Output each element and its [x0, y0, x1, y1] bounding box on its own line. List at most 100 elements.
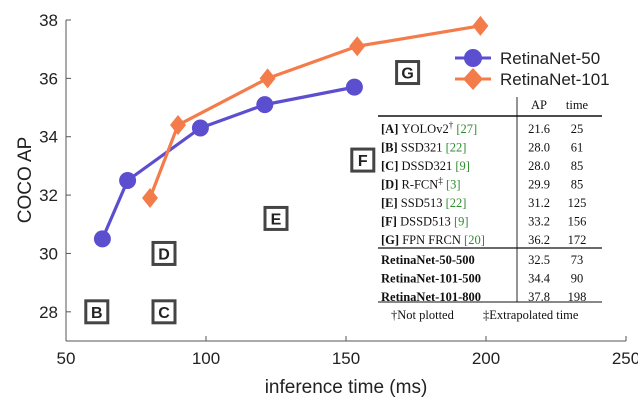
table-row-name: SSD513: [401, 196, 443, 210]
table-header-time: time: [566, 98, 589, 112]
data-point-retinanet-101: [142, 188, 158, 209]
data-point-retinanet-50: [93, 230, 111, 248]
table-row-ap: 33.2: [528, 215, 550, 229]
baseline-marker-g: [395, 60, 421, 86]
table-retina-row-name: RetinaNet-101-800: [381, 290, 481, 304]
table-row-name: DSSD513: [400, 215, 451, 229]
series-line-retinanet-50: [100, 85, 355, 240]
table-row-key: [E]: [381, 196, 401, 210]
table-rows: [A] YOLOv2† [27] 21.6 25 [B] SSD321 [22] 28.…: [381, 120, 586, 304]
table-row-time: 125: [568, 196, 587, 210]
table-background: [376, 93, 606, 326]
y-tick-label: 32: [39, 186, 58, 205]
table-row-method: [G] FPN FRCN [20]: [381, 233, 485, 247]
baseline-marker-e: [263, 205, 289, 231]
table-retina-row-name: RetinaNet-50-500: [381, 253, 475, 267]
table-row-name: DSSD321: [401, 159, 452, 173]
table-row-footnote-mark: †: [449, 120, 454, 130]
data-point-retinanet-101: [472, 15, 489, 36]
table-row-citation: [22]: [442, 196, 466, 210]
legend: RetinaNet-50 RetinaNet-101: [448, 41, 624, 93]
table-row-key: [C]: [381, 159, 401, 173]
x-tick-label: 100: [192, 349, 220, 368]
table-row-ap: 21.6: [528, 122, 550, 136]
table-row-method: [B] SSD321 [22]: [381, 141, 466, 155]
table-row-method: [C] DSSD321 [9]: [381, 159, 470, 173]
table-row-citation: [9]: [452, 159, 470, 173]
x-tick-label: 150: [332, 349, 360, 368]
table-retina-row-time: 90: [571, 272, 584, 286]
baseline-markers: B C D E F G: [84, 60, 421, 325]
y-tick-label: 28: [39, 303, 58, 322]
table-retina-row-time: 198: [568, 290, 587, 304]
table-row-ap: 28.0: [528, 159, 550, 173]
baseline-label-g: G: [401, 66, 413, 83]
axis-ticks: 50 100 150 200 250 28 30 32 34 36 38: [39, 11, 638, 368]
table-row-time: 172: [568, 233, 587, 247]
baseline-label-d: D: [158, 246, 170, 263]
table-header-ap: AP: [531, 98, 547, 112]
data-point-retinanet-101: [170, 115, 186, 136]
baseline-marker-c: [151, 299, 177, 325]
y-tick-label: 30: [39, 244, 58, 263]
x-tick-label: 50: [57, 349, 76, 368]
legend-marker-retinanet-101: [463, 68, 483, 90]
table-retina-row-time: 73: [571, 253, 584, 267]
baseline-marker-d: [151, 240, 177, 266]
baseline-marker-f: [350, 147, 376, 173]
table-row-key: [G]: [381, 233, 402, 247]
table-retina-row-ap: 37.8: [528, 290, 550, 304]
legend-label-retinanet-101: RetinaNet-101: [500, 70, 610, 89]
table-row-ap: 29.9: [528, 178, 550, 192]
data-point-retinanet-101: [349, 36, 366, 57]
data-point-retinanet-50: [119, 172, 137, 189]
table-footnote-not-plotted: †Not plotted: [391, 308, 455, 322]
table-row-citation: [27]: [453, 122, 477, 136]
data-point-retinanet-50: [256, 96, 274, 114]
table-row-method: [E] SSD513 [22]: [381, 196, 466, 210]
table-retina-row-name: RetinaNet-101-500: [381, 272, 481, 286]
table-row-time: 85: [571, 178, 584, 192]
table-row-time: 61: [571, 141, 584, 155]
series-layer: [93, 15, 489, 248]
table-row-key: [A]: [381, 122, 401, 136]
table-row-ap: 31.2: [528, 196, 550, 210]
baseline-label-f: F: [358, 153, 368, 170]
table-row-name: YOLOv2: [401, 122, 448, 136]
baseline-label-c: C: [158, 305, 170, 322]
table-row-name: SSD321: [401, 141, 443, 155]
baseline-label-b: B: [91, 305, 103, 322]
table-row-time: 156: [568, 215, 587, 229]
x-tick-label: 200: [472, 349, 500, 368]
y-tick-label: 34: [39, 128, 58, 147]
table-retina-row-ap: 34.4: [528, 272, 551, 286]
table-row-key: [F]: [381, 215, 400, 229]
baseline-label-e: E: [271, 211, 282, 228]
table-row-citation: [20]: [461, 233, 485, 247]
table-row-name: FPN FRCN: [402, 233, 461, 247]
table-row-citation: [22]: [442, 141, 466, 155]
table-row-citation: [9]: [451, 215, 469, 229]
data-point-retinanet-101: [259, 68, 276, 89]
table-row-key: [B]: [381, 141, 401, 155]
table-row-ap: 36.2: [528, 233, 550, 247]
y-tick-label: 36: [39, 69, 58, 88]
table-row-footnote-mark: ‡: [438, 176, 443, 186]
baseline-marker-b: [84, 299, 110, 325]
y-tick-label: 38: [39, 11, 58, 30]
data-point-retinanet-50: [345, 78, 363, 96]
table-row-citation: [3]: [443, 178, 461, 192]
table-row-method: [F] DSSD513 [9]: [381, 215, 469, 229]
table-row-time: 25: [571, 122, 584, 136]
table-row-name: R-FCN: [401, 178, 438, 192]
table-row-time: 85: [571, 159, 584, 173]
x-tick-label: 250: [612, 349, 638, 368]
table-row-method: [A] YOLOv2† [27]: [381, 120, 477, 136]
y-axis-label: COCO AP: [15, 137, 36, 224]
table-footnote-extrapolated: ‡Extrapolated time: [483, 308, 579, 322]
x-axis-label: inference time (ms): [265, 377, 428, 398]
table-row-method: [D] R-FCN‡ [3]: [381, 176, 461, 192]
legend-label-retinanet-50: RetinaNet-50: [500, 49, 600, 68]
data-point-retinanet-50: [191, 119, 209, 137]
